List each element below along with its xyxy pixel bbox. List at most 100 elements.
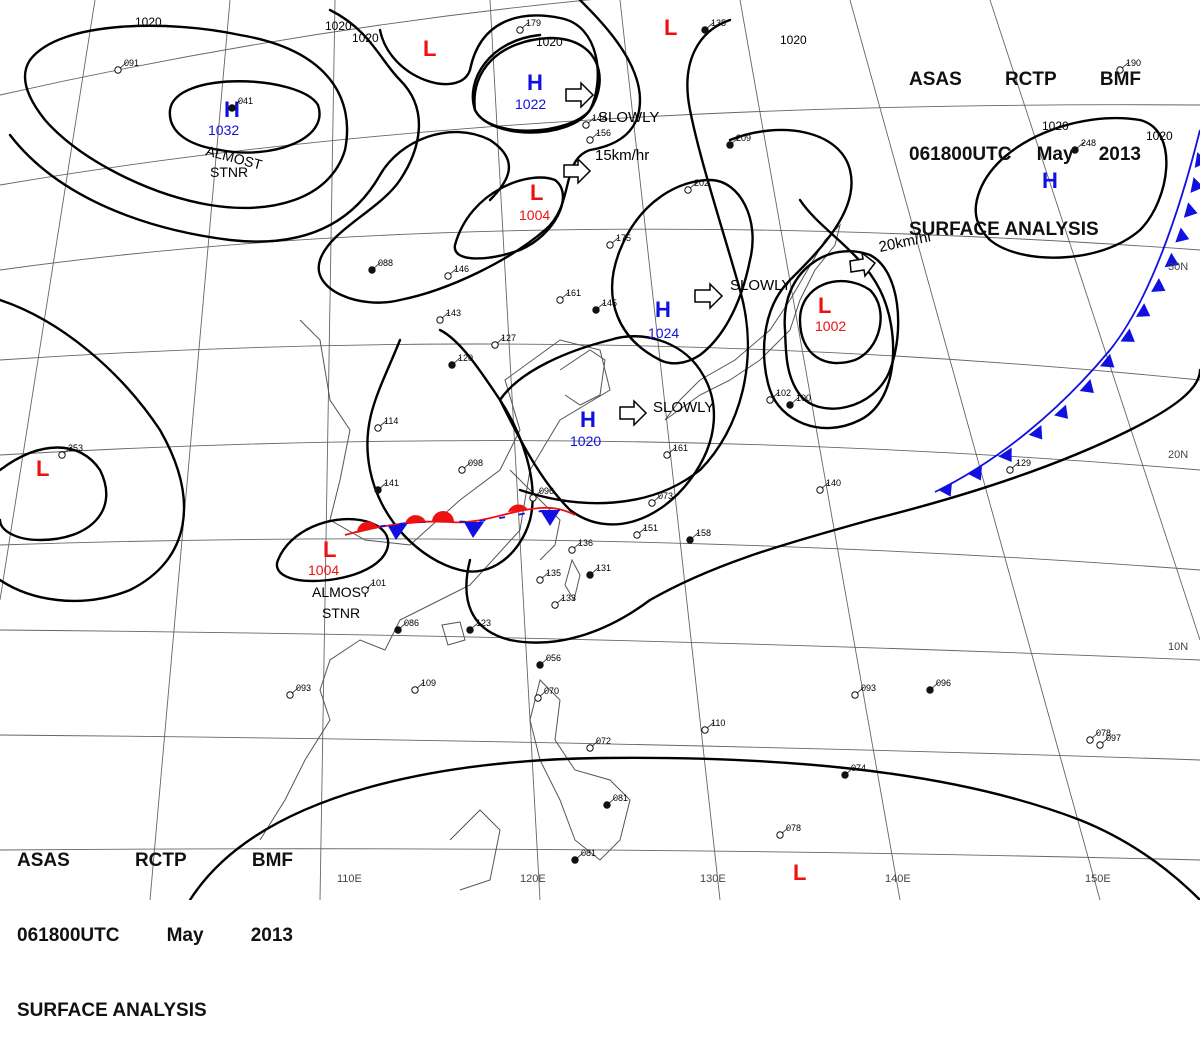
station-plot: 078: [776, 823, 801, 839]
station-plot: 151: [633, 523, 658, 539]
station-pressure: 093: [861, 683, 876, 693]
cold-front-teeth: [937, 152, 1200, 497]
station-plot: 086: [394, 618, 419, 634]
front-system: [344, 129, 1200, 540]
latitude-line-40n: [0, 0, 593, 96]
station-circle: [374, 486, 382, 494]
station-pressure: 253: [68, 443, 83, 453]
station-pressure: 146: [454, 264, 469, 274]
latitude-label: 20N: [1168, 449, 1188, 461]
station-pressure: 123: [476, 618, 491, 628]
station-plot: 209: [726, 133, 751, 149]
low-center-value: 1004: [519, 207, 550, 223]
station-plots: 041 253 091 088 146 161 145 127 143 120 114 098 141 0…: [58, 18, 1141, 864]
station-circle: [534, 694, 542, 702]
station-pressure: 098: [468, 458, 483, 468]
station-pressure: 078: [1096, 728, 1111, 738]
station-circle: [448, 361, 456, 369]
isobar-1002-outer: [783, 250, 900, 410]
station-circle: [571, 856, 579, 864]
station-plot: 091: [114, 58, 139, 74]
cold-front-triangle: [1183, 202, 1198, 218]
station-plot: 109: [411, 678, 436, 694]
station-pressure: 081: [581, 848, 596, 858]
isobar-1010-south-trough: [518, 18, 750, 505]
station-plot: 136: [568, 538, 593, 554]
header-title: SURFACE ANALYSIS: [909, 219, 1099, 240]
header-issuer: RCTP: [1004, 69, 1057, 90]
chart-header-top-right: ASAS RCTP BMF 061800UTC May 2013 SURFACE…: [909, 17, 1141, 267]
warm-front-semicircle: [432, 511, 454, 522]
station-pressure: 179: [526, 18, 541, 28]
motion-label-slowly: SLOWLY: [730, 277, 791, 294]
station-pressure: 086: [404, 618, 419, 628]
station-circle: [786, 401, 794, 409]
station-pressure: 156: [596, 128, 611, 138]
latitude-line-20n: [0, 440, 1200, 471]
isobar-label: 1020: [780, 33, 807, 47]
station-pressure: 129: [1016, 458, 1031, 468]
station-circle: [926, 686, 934, 694]
station-pressure: 074: [851, 763, 866, 773]
station-plot: 074: [841, 763, 866, 779]
station-pressure: 120: [458, 353, 473, 363]
station-circle: [466, 626, 474, 634]
station-circle: [536, 661, 544, 669]
station-pressure: 127: [501, 333, 516, 343]
isobar-1020-north: [8, 130, 510, 243]
station-plot: 141: [374, 478, 399, 494]
station-circle: [536, 576, 544, 584]
isobar-high-center-inner: [168, 80, 321, 154]
isobar-1002-low: [798, 279, 882, 365]
isobar-japan-ring: [728, 128, 895, 430]
station-circle: [726, 141, 734, 149]
station-plot: 129: [1006, 458, 1031, 474]
isobar-equatorial: [188, 756, 1200, 900]
motion-label-slowly: SLOWLY: [598, 109, 659, 126]
isobar-1004-sw-low: [275, 517, 390, 583]
coast-asia-mainland: [259, 319, 611, 841]
isobar-top-ring: [378, 14, 599, 134]
stationary-label-line1: ALMOST: [312, 584, 370, 600]
isobars: [0, 0, 1200, 900]
header-region: ASAS: [17, 850, 70, 871]
station-pressure: 133: [561, 593, 576, 603]
station-plot: 190: [1116, 58, 1141, 74]
station-circle: [568, 546, 576, 554]
station-circle: [586, 571, 594, 579]
low-center-marker: L: [664, 15, 677, 40]
station-circle: [394, 626, 402, 634]
station-circle: [1086, 736, 1094, 744]
station-plot: 101: [361, 578, 386, 594]
station-plot: 146: [444, 264, 469, 280]
station-pressure: 248: [1081, 138, 1096, 148]
station-pressure: 175: [616, 233, 631, 243]
station-circle: [458, 466, 466, 474]
station-pressure: 091: [124, 58, 139, 68]
station-plot: 123: [466, 618, 491, 634]
motion-arrow: [565, 81, 595, 109]
isobar-labels: 1020 1020 1020 1020 1020 1020 1020: [135, 15, 1173, 143]
stationary-label-line2: STNR: [210, 164, 248, 180]
station-circle: [586, 136, 594, 144]
high-center-marker: H: [527, 70, 543, 95]
cold-front-triangle: [968, 466, 982, 481]
motion-label-speed: 15km/hr: [595, 147, 649, 164]
header-time: 061800UTC: [909, 144, 1012, 165]
low-center-marker: L: [793, 860, 806, 885]
station-plot: 097: [1096, 733, 1121, 749]
station-plot: 131: [586, 563, 611, 579]
header-time: 061800UTC: [17, 925, 120, 946]
isobar-label: 1020: [135, 15, 162, 29]
high-center-marker: H: [1042, 168, 1058, 193]
longitude-label: 120E: [520, 873, 546, 885]
station-pressure: 158: [696, 528, 711, 538]
coast-taiwan: [564, 558, 581, 602]
station-pressure: 078: [786, 823, 801, 833]
front-line-west: [344, 506, 576, 536]
station-circle: [58, 451, 66, 459]
station-circle: [701, 726, 709, 734]
station-plot: 127: [491, 333, 516, 349]
station-plot: 088: [368, 258, 393, 274]
station-plot: 056: [536, 653, 561, 669]
